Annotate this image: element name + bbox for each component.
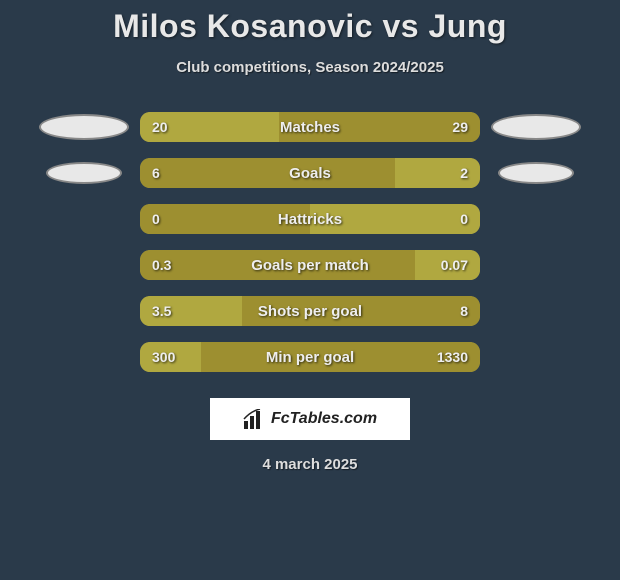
stat-bar: Min per goal300 1330 bbox=[140, 342, 480, 372]
stat-value-right: 2 bbox=[460, 158, 468, 188]
stat-row: Min per goal300 1330 bbox=[0, 334, 620, 380]
stat-label: Matches bbox=[140, 112, 480, 142]
avatar-right-slot bbox=[488, 288, 584, 334]
stat-bar: Goals per match0.3 0.07 bbox=[140, 250, 480, 280]
stat-row: Matches20 29 bbox=[0, 104, 620, 150]
avatar-right-slot bbox=[488, 242, 584, 288]
avatar-right-slot bbox=[488, 150, 584, 196]
player-avatar-left bbox=[46, 162, 122, 184]
footer-date: 4 march 2025 bbox=[0, 456, 620, 473]
avatar-left-slot bbox=[36, 334, 132, 380]
stat-label: Goals per match bbox=[140, 250, 480, 280]
stat-value-left: 0.3 bbox=[152, 250, 171, 280]
stat-value-right: 29 bbox=[452, 112, 468, 142]
stat-label: Hattricks bbox=[140, 204, 480, 234]
stat-bar: Shots per goal3.5 8 bbox=[140, 296, 480, 326]
player-avatar-left bbox=[39, 114, 129, 140]
stat-value-left: 0 bbox=[152, 204, 160, 234]
avatar-right-slot bbox=[488, 334, 584, 380]
stat-bar: Goals6 2 bbox=[140, 158, 480, 188]
stat-value-left: 6 bbox=[152, 158, 160, 188]
avatar-left-slot bbox=[36, 288, 132, 334]
stat-value-left: 3.5 bbox=[152, 296, 171, 326]
avatar-left-slot bbox=[36, 242, 132, 288]
stat-bar: Hattricks0 0 bbox=[140, 204, 480, 234]
avatar-left-slot bbox=[36, 150, 132, 196]
stat-bar: Matches20 29 bbox=[140, 112, 480, 142]
stat-label: Shots per goal bbox=[140, 296, 480, 326]
player-avatar-right bbox=[491, 114, 581, 140]
stats-rows: Matches20 29 Goals6 2 Hattricks0 0 Goals per m… bbox=[0, 104, 620, 380]
stat-value-left: 20 bbox=[152, 112, 168, 142]
brand-text: FcTables.com bbox=[271, 410, 377, 428]
page-subtitle: Club competitions, Season 2024/2025 bbox=[0, 59, 620, 76]
brand-badge: FcTables.com bbox=[210, 398, 410, 440]
stat-label: Min per goal bbox=[140, 342, 480, 372]
player-avatar-right bbox=[498, 162, 574, 184]
page-title: Milos Kosanovic vs Jung bbox=[0, 8, 620, 45]
avatar-left-slot bbox=[36, 196, 132, 242]
stat-row: Hattricks0 0 bbox=[0, 196, 620, 242]
stat-value-right: 1330 bbox=[437, 342, 468, 372]
stat-value-right: 0 bbox=[460, 204, 468, 234]
stat-label: Goals bbox=[140, 158, 480, 188]
avatar-right-slot bbox=[488, 196, 584, 242]
avatar-left-slot bbox=[36, 104, 132, 150]
stat-row: Goals per match0.3 0.07 bbox=[0, 242, 620, 288]
avatar-right-slot bbox=[488, 104, 584, 150]
stat-value-right: 0.07 bbox=[441, 250, 468, 280]
stat-row: Goals6 2 bbox=[0, 150, 620, 196]
brand-bars-icon bbox=[243, 409, 265, 429]
stat-value-left: 300 bbox=[152, 342, 175, 372]
stat-row: Shots per goal3.5 8 bbox=[0, 288, 620, 334]
stat-value-right: 8 bbox=[460, 296, 468, 326]
